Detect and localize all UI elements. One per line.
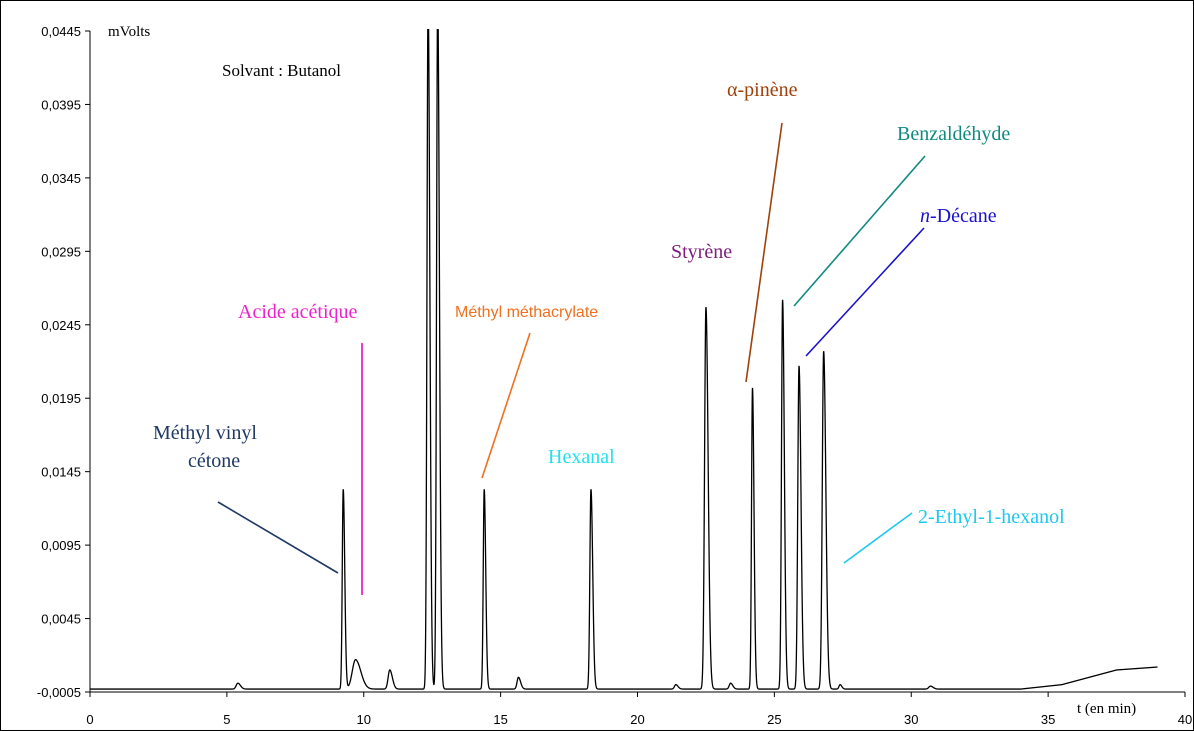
chromatogram-trace <box>90 29 1158 690</box>
x-tick-label: 20 <box>630 712 644 727</box>
leader-benzaldehyde <box>793 155 926 307</box>
y-tick-label: 0,0395 <box>41 97 81 112</box>
y-tick-label: 0,0345 <box>41 171 81 186</box>
label-n-decane: n-Décane <box>920 205 997 227</box>
leader-methyl-vinyl-cetone <box>217 501 339 574</box>
x-tick-label: 25 <box>767 712 781 727</box>
label-benzaldehyde: Benzaldéhyde <box>897 123 1010 145</box>
label-methyl-methacrylate: Méthyl méthacrylate <box>455 304 598 321</box>
x-tick-label: 40 <box>1178 712 1192 727</box>
y-tick-label: -0,0005 <box>37 685 81 700</box>
tick-labels: -0,0005 0,0045 0,0095 0,0145 0,0195 0,0245 0,0… <box>37 24 1192 727</box>
y-tick-label: 0,0295 <box>41 244 81 259</box>
label-methyl-vinyl: Méthyl vinyl <box>153 422 257 444</box>
solvent-label: Solvant : Butanol <box>222 61 341 80</box>
label-2-ethyl-1-hexanol: 2-Ethyl-1-hexanol <box>918 506 1065 528</box>
label-n-decane-italic: n <box>920 205 930 227</box>
x-tick-label: 0 <box>86 712 93 727</box>
label-alpha-pinene: α-pinène <box>727 79 798 101</box>
axes <box>85 30 1186 697</box>
label-styrene: Styrène <box>671 241 732 263</box>
y-tick-label: 0,0045 <box>41 612 81 627</box>
x-axis-label: t (en min) <box>1077 701 1136 717</box>
leader-n-decane <box>805 227 925 357</box>
x-tick-label: 15 <box>493 712 507 727</box>
label-acide-acetique: Acide acétique <box>238 301 357 323</box>
y-tick-label: 0,0445 <box>41 24 81 39</box>
y-tick-label: 0,0145 <box>41 465 81 480</box>
y-tick-label: 0,0245 <box>41 318 81 333</box>
y-tick-label: 0,0095 <box>41 538 81 553</box>
label-cetone: cétone <box>188 450 240 472</box>
leader-methyl-methacrylate <box>481 332 531 479</box>
leader-2-ethyl-1-hexanol <box>843 512 913 564</box>
x-tick-label: 30 <box>904 712 918 727</box>
y-axis-label: mVolts <box>108 24 150 40</box>
label-hexanal: Hexanal <box>548 446 615 468</box>
y-tick-label: 0,0195 <box>41 391 81 406</box>
x-tick-label: 35 <box>1041 712 1055 727</box>
label-n-decane-rest: -Décane <box>930 205 997 227</box>
leader-alpha-pinene <box>745 122 783 383</box>
x-tick-label: 5 <box>223 712 230 727</box>
x-tick-label: 10 <box>357 712 371 727</box>
